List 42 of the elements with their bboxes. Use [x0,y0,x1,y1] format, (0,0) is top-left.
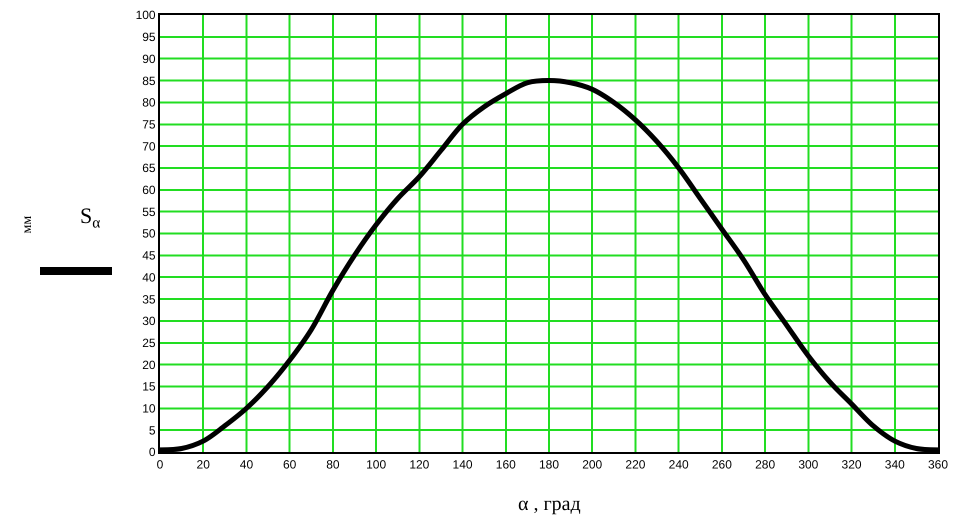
y-tick-label: 75 [142,117,156,132]
x-tick-label: 260 [712,457,732,472]
x-axis-title: α , град [518,493,581,515]
y-tick-label: 0 [148,445,156,460]
x-tick-label: 20 [196,457,210,472]
y-tick-label: 60 [142,183,156,197]
y-tick-label: 15 [142,380,156,394]
text: мм [20,216,35,234]
x-tick-label: 200 [582,457,603,472]
y-tick-label: 100 [136,8,156,22]
y-tick-label: 35 [142,292,156,306]
x-tick-label: 80 [326,457,340,472]
x-tick-label: 340 [884,457,906,472]
x-tick-label: 140 [452,457,473,472]
x-tick-label: 220 [625,457,646,472]
y-tick-label: 80 [142,96,156,110]
x-tick-label: 360 [928,457,948,472]
x-tick-label: 160 [496,457,516,472]
x-tick-label: 40 [240,457,254,472]
y-tick-label: 85 [142,74,156,88]
y-axis-title: S$_{α}$ [80,203,100,232]
y-tick-label: 50 [142,226,156,241]
x-tick-label: 240 [668,457,689,472]
y-tick-label: 20 [142,358,156,372]
y-tick-label: 5 [148,423,156,438]
x-tick-label: 300 [798,457,819,472]
x-tick-label: 100 [366,457,386,472]
y-tick-label: 90 [142,52,156,66]
y-tick-label: 55 [142,204,156,219]
x-tick-label: 280 [755,457,776,472]
y-tick-label: 25 [142,336,156,350]
y-tick-label: 45 [142,248,156,263]
y-tick-label: 65 [142,161,156,176]
x-tick-label: 60 [282,457,297,472]
y-tick-label: 30 [142,314,156,328]
y-tick-label: 40 [142,270,156,284]
y-tick-label: 10 [142,402,156,416]
x-tick-label: 320 [842,457,862,472]
y-tick-label: 95 [142,30,156,44]
x-tick-label: 120 [409,457,430,472]
y-tick-label: 70 [142,139,156,154]
x-tick-label: 180 [538,457,560,472]
